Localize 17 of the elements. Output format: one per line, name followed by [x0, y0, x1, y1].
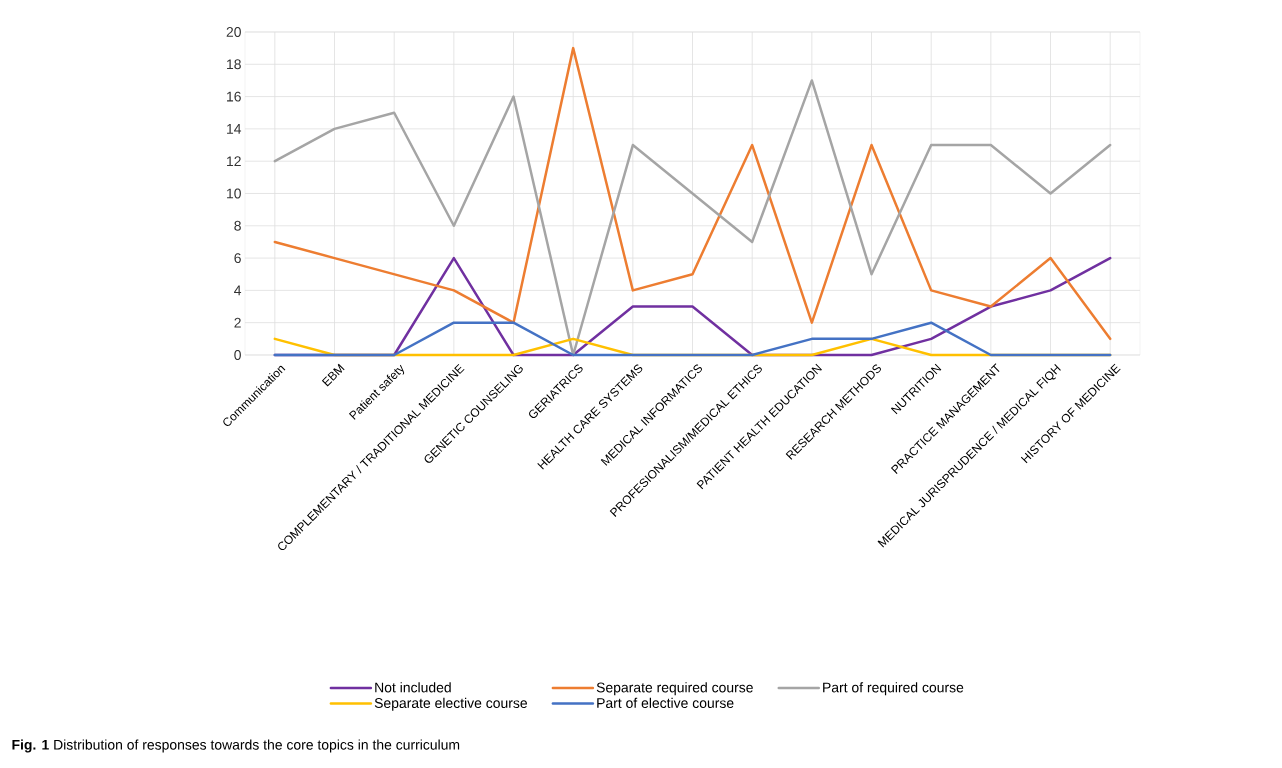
y-tick-label: 8 [234, 220, 241, 231]
y-tick-label: 12 [227, 156, 241, 167]
legend-label: Separate elective course [374, 697, 527, 711]
legend-label: Separate required course [596, 682, 753, 696]
y-tick-label: 16 [227, 91, 241, 102]
y-tick-label: 20 [226, 27, 241, 37]
y-tick-label: 2 [234, 317, 241, 328]
y-tick-label: 4 [234, 285, 242, 296]
y-tick-label: 18 [227, 59, 241, 70]
legend-label: Part of elective course [597, 697, 734, 708]
text: Fig. 1 Distribution of responses towards the core topics in the curriculum [12, 739, 460, 753]
y-tick-label: 6 [234, 253, 241, 264]
legend-label: Part of required course [823, 682, 964, 696]
y-tick-label: 10 [227, 188, 241, 199]
legend-label: Not included [375, 682, 451, 693]
y-tick-label: 0 [234, 350, 241, 360]
y-tick-label: 14 [227, 124, 242, 134]
